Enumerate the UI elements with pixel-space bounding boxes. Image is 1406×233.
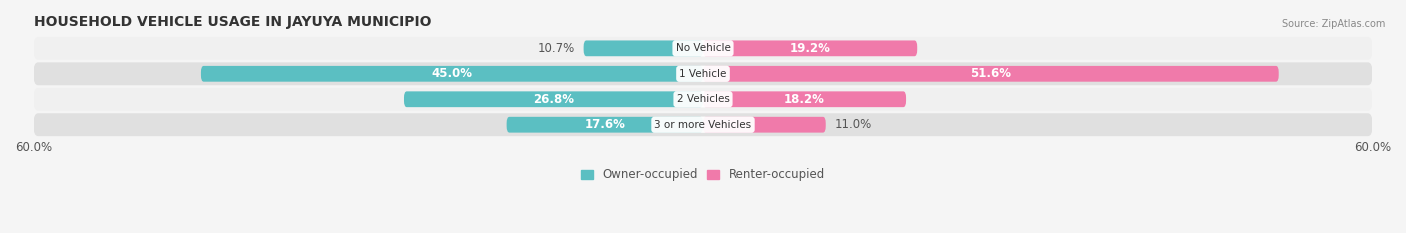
Text: 26.8%: 26.8% xyxy=(533,93,574,106)
Text: 45.0%: 45.0% xyxy=(432,67,472,80)
Text: 1 Vehicle: 1 Vehicle xyxy=(679,69,727,79)
FancyBboxPatch shape xyxy=(34,113,1372,136)
Text: 17.6%: 17.6% xyxy=(585,118,626,131)
Legend: Owner-occupied, Renter-occupied: Owner-occupied, Renter-occupied xyxy=(576,163,830,186)
FancyBboxPatch shape xyxy=(703,66,1278,82)
FancyBboxPatch shape xyxy=(583,41,703,56)
Text: 11.0%: 11.0% xyxy=(835,118,872,131)
FancyBboxPatch shape xyxy=(34,88,1372,111)
FancyBboxPatch shape xyxy=(703,117,825,133)
FancyBboxPatch shape xyxy=(201,66,703,82)
Text: HOUSEHOLD VEHICLE USAGE IN JAYUYA MUNICIPIO: HOUSEHOLD VEHICLE USAGE IN JAYUYA MUNICI… xyxy=(34,15,432,29)
FancyBboxPatch shape xyxy=(34,62,1372,85)
FancyBboxPatch shape xyxy=(703,91,905,107)
Text: 51.6%: 51.6% xyxy=(970,67,1011,80)
FancyBboxPatch shape xyxy=(703,41,917,56)
Text: 2 Vehicles: 2 Vehicles xyxy=(676,94,730,104)
FancyBboxPatch shape xyxy=(506,117,703,133)
Text: 19.2%: 19.2% xyxy=(790,42,831,55)
Text: Source: ZipAtlas.com: Source: ZipAtlas.com xyxy=(1281,19,1385,29)
Text: 18.2%: 18.2% xyxy=(785,93,825,106)
FancyBboxPatch shape xyxy=(404,91,703,107)
FancyBboxPatch shape xyxy=(34,37,1372,60)
Text: 10.7%: 10.7% xyxy=(537,42,575,55)
Text: 3 or more Vehicles: 3 or more Vehicles xyxy=(654,120,752,130)
Text: No Vehicle: No Vehicle xyxy=(675,43,731,53)
